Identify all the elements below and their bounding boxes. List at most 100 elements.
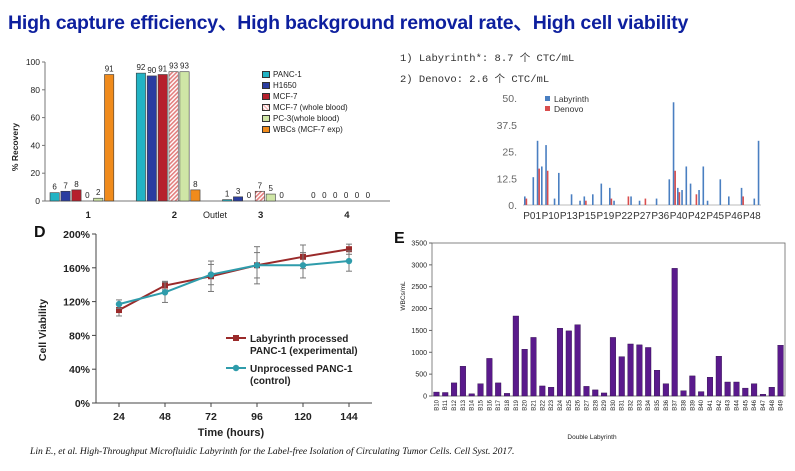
wbc-bar (574, 324, 581, 397)
wbc-x-tick-label: B32 (629, 399, 635, 410)
via-series-line (118, 248, 350, 311)
recovery-value-label: 0 (322, 191, 327, 200)
recovery-bar (104, 74, 115, 202)
legend-item-h1650: H1650 (262, 80, 348, 91)
recovery-value-label: 5 (269, 184, 274, 193)
wbc-x-tick-label: B35 (655, 399, 661, 410)
wbc-y-axis-label: WBCs/mL (400, 281, 407, 311)
wbc-x-tick-label: B25 (567, 399, 573, 410)
recovery-x-tick-label: 2 (172, 210, 177, 221)
ld-bar (538, 168, 540, 205)
via-point (115, 300, 123, 308)
wbc-y-tick-label: 3000 (411, 262, 427, 269)
recovery-outlet-label: Outlet (203, 210, 228, 220)
viability-chart: D 0% 40% 80% 120% 160% 200% 24 48 72 96 120 144 Lab… (34, 224, 372, 439)
wbc-x-tick-label: B43 (726, 399, 732, 410)
citation: Lin E., et al. High-Throughput Microflui… (30, 446, 515, 457)
wbc-bar (777, 345, 784, 397)
ld-bar (689, 183, 692, 205)
wbc-x-tick-label: B49 (779, 399, 785, 410)
recovery-value-label: 92 (136, 63, 145, 72)
legend-label: PANC-1 (273, 70, 302, 79)
recovery-value-label: 0 (311, 191, 316, 200)
legend-item-wbcs: WBCs (MCF-7 exp) (262, 124, 348, 135)
wbc-bar (645, 347, 652, 397)
wbc-x-tick-label: B13 (461, 399, 467, 410)
wbc-y-tick-label: 3500 (411, 241, 427, 248)
legend-label: H1650 (273, 81, 297, 90)
wbc-x-tick-label: B11 (443, 399, 449, 410)
wbc-x-tick-label: B36 (664, 399, 670, 410)
ld-bar (525, 198, 528, 205)
wbc-bar (768, 387, 775, 397)
recovery-y-axis-label: % Recovery (10, 123, 20, 171)
wbc-x-tick-label: B40 (699, 399, 705, 410)
ld-bar (592, 194, 594, 205)
wbc-bar (459, 366, 466, 397)
wbc-bar (548, 387, 555, 397)
recovery-y-tick-label: 60 (31, 113, 41, 123)
wbc-bar (504, 393, 511, 397)
via-legend-label: (control) (250, 376, 291, 387)
recovery-x-tick-label: 4 (344, 210, 350, 221)
ld-bars (524, 102, 760, 205)
ld-x-tick-label: P01 (523, 211, 541, 222)
legend-swatch (262, 82, 270, 89)
wbc-bar (433, 391, 440, 397)
wbc-plot-frame (431, 242, 786, 397)
via-y-tick-label: 0% (75, 398, 91, 410)
ld-bar (678, 192, 681, 205)
ld-x-tick-label: P13 (560, 211, 578, 222)
ld-y-tick-label: 50. (502, 93, 517, 105)
recovery-y-tick-label: 40 (31, 140, 41, 150)
wbc-x-tick-label: B23 (549, 399, 555, 410)
wbc-bar (715, 356, 722, 397)
via-y-tick-label: 160% (63, 263, 91, 275)
ld-x-tick-label: P27 (633, 211, 651, 222)
wbc-x-axis-label: Double Labyrinth (567, 434, 617, 441)
recovery-value-label: 0 (247, 191, 252, 200)
ld-bar (728, 196, 730, 205)
ld-y-tick-label: 12.5 (497, 173, 518, 185)
recovery-value-label: 7 (258, 181, 263, 190)
recovery-y-tick-label: 80 (31, 85, 41, 95)
via-x-tick-label: 144 (340, 411, 358, 423)
labyrinth-note: 1) Labyrinth*: 8.7 个 CTC/mL (400, 53, 575, 65)
viability-y-axis-label: Cell Viability (37, 299, 49, 361)
ld-bar (702, 166, 705, 205)
recovery-value-label: 0 (333, 191, 338, 200)
wbc-bars (433, 268, 784, 397)
recovery-bar (168, 71, 179, 202)
wbc-x-tick-label: B22 (540, 399, 546, 410)
wbc-x-tick-label: B30 (611, 399, 617, 410)
via-legend-label: PANC-1 (experimental) (250, 346, 358, 357)
via-axes: 0% 40% 80% 120% 160% 200% 24 48 72 96 120 144 (63, 229, 372, 423)
wbc-y-tick-label: 0 (423, 394, 427, 401)
recovery-bar (71, 189, 82, 202)
recovery-y-tick-label: 100 (26, 57, 40, 67)
wbc-bar (671, 268, 678, 397)
ld-bar (753, 198, 756, 205)
via-legend-label: Labyrinth processed (250, 334, 348, 345)
ld-bar (638, 200, 641, 205)
ld-bar (609, 187, 611, 205)
denovo-note: 2) Denovo: 2.6 个 CTC/mL (400, 74, 550, 86)
ld-bar (583, 196, 586, 205)
recovery-bar (60, 190, 71, 202)
wbc-bar (636, 344, 643, 397)
legend-swatch (262, 104, 270, 111)
recovery-x-tick-label: 1 (85, 210, 91, 221)
via-series-line (118, 260, 350, 306)
via-x-tick-label: 120 (294, 411, 312, 423)
wbc-bar (442, 392, 449, 397)
ld-bar (644, 198, 647, 205)
ld-x-tick-label: P22 (615, 211, 633, 222)
viability-x-axis-label: Time (hours) (198, 427, 265, 439)
wbc-y-tick-label: 500 (415, 372, 427, 379)
wbc-x-tick-label: B34 (646, 399, 652, 410)
recovery-value-label: 0 (344, 191, 349, 200)
ld-bar (627, 196, 630, 205)
recovery-bar (233, 196, 243, 202)
